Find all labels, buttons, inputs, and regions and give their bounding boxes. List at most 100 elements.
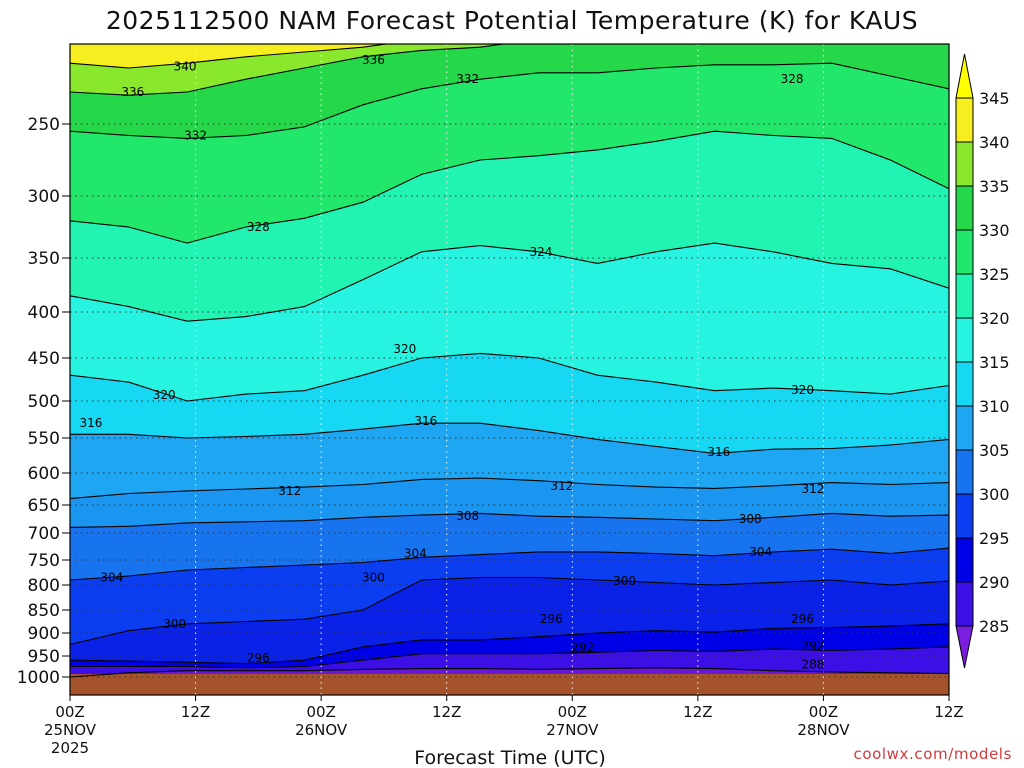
contour-label: 304 — [404, 547, 427, 561]
x-tick-year: 2025 — [51, 739, 89, 757]
colorbar-label: 285 — [979, 617, 1010, 636]
colorbar-label: 335 — [979, 177, 1010, 196]
y-tick-label: 900 — [28, 624, 60, 644]
contour-label: 320 — [791, 383, 814, 397]
x-tick-label: 12Z — [683, 703, 712, 721]
y-tick-label: 550 — [28, 429, 60, 449]
y-tick-label: 950 — [28, 647, 60, 667]
colorbar-label: 310 — [979, 397, 1010, 416]
y-tick-label: 250 — [28, 115, 60, 135]
contour-label: 308 — [456, 509, 479, 523]
contour-label: 320 — [393, 342, 416, 356]
x-tick-label: 00Z — [558, 703, 587, 721]
contour-label: 300 — [163, 617, 186, 631]
band-fill-340 — [70, 44, 386, 68]
colorbar-label: 325 — [979, 265, 1010, 284]
isentrope-324 — [70, 242, 949, 322]
isentrope-340 — [70, 44, 390, 69]
contour-label: 336 — [121, 85, 144, 99]
contour-label: 296 — [247, 651, 270, 665]
contour-label: 304 — [100, 571, 123, 585]
contour-label: 296 — [540, 612, 563, 626]
isentrope-308 — [70, 512, 949, 528]
x-tick-label: 12Z — [432, 703, 461, 721]
y-tick-label: 500 — [28, 392, 60, 412]
colorbar-top-arrow — [955, 53, 974, 99]
colorbar-segment — [955, 273, 974, 319]
contour-label: 292 — [571, 641, 594, 655]
y-tick-label: 700 — [28, 524, 60, 544]
colorbar-segment — [955, 581, 974, 627]
isentrope-328 — [70, 130, 949, 244]
colorbar-segment — [955, 229, 974, 275]
x-tick-label: 00Z — [55, 703, 84, 721]
contour-label: 300 — [362, 571, 385, 585]
colorbar-label: 345 — [979, 89, 1010, 108]
x-tick-label: 12Z — [934, 703, 963, 721]
y-tick-label: 1000 — [17, 668, 60, 688]
colorbar-label: 305 — [979, 441, 1010, 460]
contour-label: 340 — [174, 59, 197, 73]
colorbar-segment — [955, 185, 974, 231]
x-tick-label: 00Z — [306, 703, 335, 721]
x-tick-date: 26NOV — [295, 721, 348, 739]
colorbar-segment — [955, 537, 974, 583]
surface-ground — [70, 674, 949, 695]
contour-label: 292 — [802, 639, 825, 653]
contour-labels: 340 336 336 332 332 328 328 324 320 320 320 316 316 3… — [79, 53, 824, 671]
colorbar-segment — [955, 493, 974, 539]
colorbar: 345 340 335 330 325 320 315 310 305 300 295 290 285 — [955, 53, 1010, 669]
colorbar-segment — [955, 449, 974, 495]
colorbar-segment — [955, 141, 974, 187]
x-tick-label: 00Z — [809, 703, 838, 721]
x-tick-date: 25NOV — [44, 721, 97, 739]
isentrope-300 — [70, 576, 949, 646]
isentrope-lines — [70, 44, 949, 678]
x-tick-date: 27NOV — [546, 721, 599, 739]
y-tick-label: 650 — [28, 496, 60, 516]
y-tick-label: 350 — [28, 249, 60, 269]
isentrope-296 — [70, 623, 949, 665]
x-axis-label: Forecast Time (UTC) — [414, 747, 605, 768]
plot-frame — [69, 43, 950, 696]
contour-label: 312 — [550, 479, 573, 493]
contour-label: 332 — [456, 72, 479, 86]
colorbar-label: 300 — [979, 485, 1010, 504]
contour-label: 316 — [414, 414, 437, 428]
isentrope-320 — [70, 352, 949, 402]
surface-layer — [70, 674, 949, 695]
contour-label: 308 — [739, 512, 762, 526]
isentrope-288 — [70, 667, 949, 678]
y-tick-label: 450 — [28, 349, 60, 369]
isentrope-312 — [70, 477, 949, 500]
contour-label: 336 — [362, 53, 385, 67]
y-tick-label: 400 — [28, 303, 60, 323]
y-axis: 250 300 350 400 450 500 550 600 650 700 750 800 850 9… — [17, 115, 70, 688]
isentrope-304 — [70, 547, 949, 581]
colorbar-label: 315 — [979, 353, 1010, 372]
credit-text[interactable]: coolwx.com/models — [854, 745, 1013, 763]
colorbar-segment — [955, 97, 974, 143]
y-tick-label: 600 — [28, 464, 60, 484]
colorbar-label: 340 — [979, 133, 1010, 152]
contour-label: 332 — [184, 129, 207, 143]
contour-label: 296 — [791, 612, 814, 626]
contour-label: 312 — [278, 484, 301, 498]
y-tick-label: 300 — [28, 187, 60, 207]
contour-label: 324 — [529, 245, 552, 259]
isentrope-332 — [70, 62, 949, 139]
colorbar-bottom-arrow — [955, 625, 974, 669]
chart-title: 2025112500 NAM Forecast Potential Temper… — [106, 6, 918, 35]
x-tick-date: 28NOV — [797, 721, 850, 739]
contour-label: 312 — [802, 482, 825, 496]
contour-label: 328 — [247, 220, 270, 234]
colorbar-segment — [955, 405, 974, 451]
colorbar-segment — [955, 361, 974, 407]
contour-label: 288 — [802, 657, 825, 671]
contour-label: 300 — [613, 574, 636, 588]
contour-label: 328 — [781, 72, 804, 86]
isentrope-336 — [70, 44, 508, 96]
theta-fill-bands — [70, 44, 949, 695]
contour-label: 304 — [749, 545, 772, 559]
